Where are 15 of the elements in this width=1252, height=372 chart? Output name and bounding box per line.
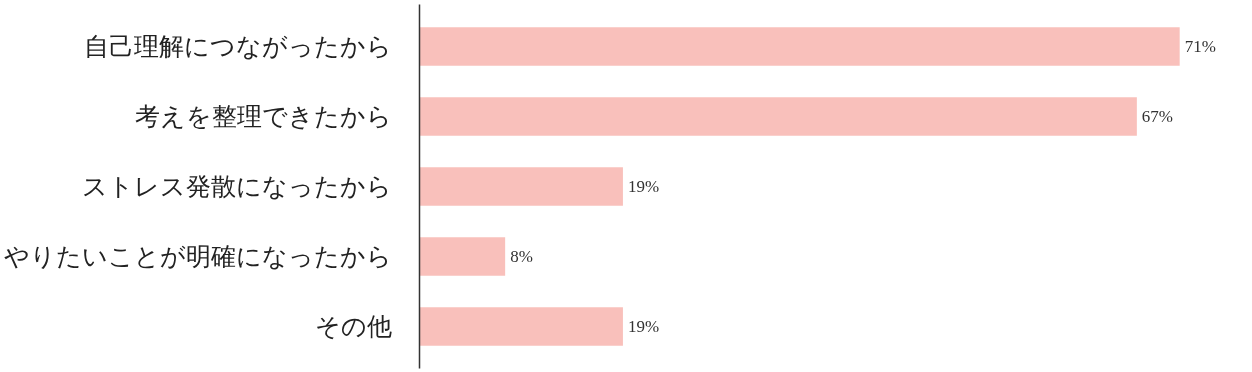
y-tick-label: ストレス発散になったから [81, 172, 392, 201]
y-tick-label: 自己理解につながったから [83, 32, 392, 61]
bar [419, 237, 506, 276]
bar [419, 167, 623, 206]
y-tick-label: やりたいことが明確になったから [3, 242, 392, 271]
y-tick-label: その他 [314, 312, 392, 341]
data-label: 67% [1141, 107, 1174, 126]
bar [419, 97, 1137, 136]
data-label: 19% [627, 177, 660, 196]
data-label: 19% [627, 317, 660, 336]
data-label: 71% [1184, 37, 1216, 56]
y-tick-label: 考えを整理できたから [134, 102, 392, 131]
bar [419, 307, 623, 346]
bar [419, 27, 1180, 66]
data-label: 8% [510, 247, 533, 266]
